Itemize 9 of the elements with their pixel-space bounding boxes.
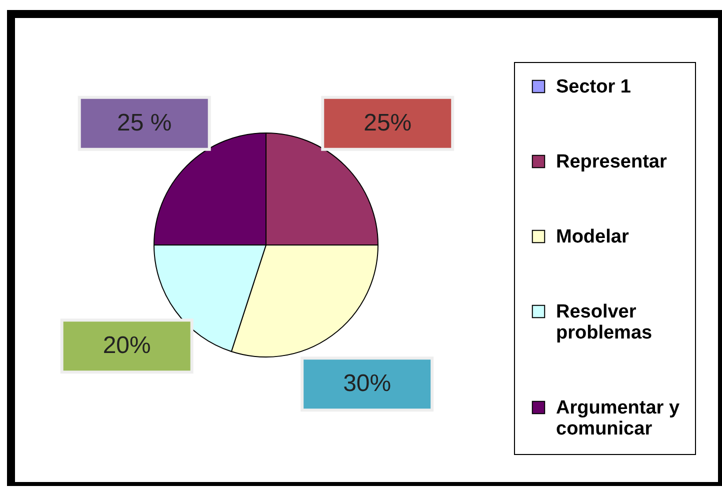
legend-label: Argumentar y comunicar [556, 398, 680, 440]
legend-label: Resolver problemas [556, 302, 652, 344]
data-label: 25 % [117, 109, 172, 136]
data-label: 20% [102, 332, 151, 360]
data-label: 30% [343, 370, 392, 398]
legend-label: Representar [556, 152, 668, 172]
legend-label: Sector 1 [556, 76, 632, 98]
data-label: 25% [364, 109, 412, 136]
legend-label: Modelar [556, 226, 630, 248]
